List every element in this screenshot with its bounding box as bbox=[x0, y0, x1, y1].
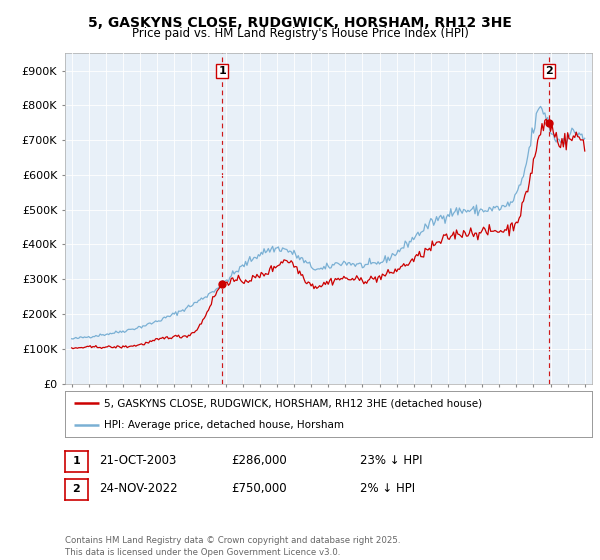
Text: 5, GASKYNS CLOSE, RUDGWICK, HORSHAM, RH12 3HE: 5, GASKYNS CLOSE, RUDGWICK, HORSHAM, RH1… bbox=[88, 16, 512, 30]
Text: Price paid vs. HM Land Registry's House Price Index (HPI): Price paid vs. HM Land Registry's House … bbox=[131, 27, 469, 40]
Text: 5, GASKYNS CLOSE, RUDGWICK, HORSHAM, RH12 3HE (detached house): 5, GASKYNS CLOSE, RUDGWICK, HORSHAM, RH1… bbox=[104, 398, 482, 408]
Text: 2% ↓ HPI: 2% ↓ HPI bbox=[360, 482, 415, 495]
Text: 23% ↓ HPI: 23% ↓ HPI bbox=[360, 454, 422, 467]
Text: 2: 2 bbox=[545, 67, 553, 76]
Text: 24-NOV-2022: 24-NOV-2022 bbox=[99, 482, 178, 495]
Text: £750,000: £750,000 bbox=[231, 482, 287, 495]
Text: 2: 2 bbox=[73, 484, 80, 494]
Text: £286,000: £286,000 bbox=[231, 454, 287, 467]
Text: HPI: Average price, detached house, Horsham: HPI: Average price, detached house, Hors… bbox=[104, 421, 344, 430]
Text: 1: 1 bbox=[218, 67, 226, 76]
Text: 1: 1 bbox=[73, 456, 80, 466]
Text: 21-OCT-2003: 21-OCT-2003 bbox=[99, 454, 176, 467]
Text: Contains HM Land Registry data © Crown copyright and database right 2025.
This d: Contains HM Land Registry data © Crown c… bbox=[65, 536, 400, 557]
